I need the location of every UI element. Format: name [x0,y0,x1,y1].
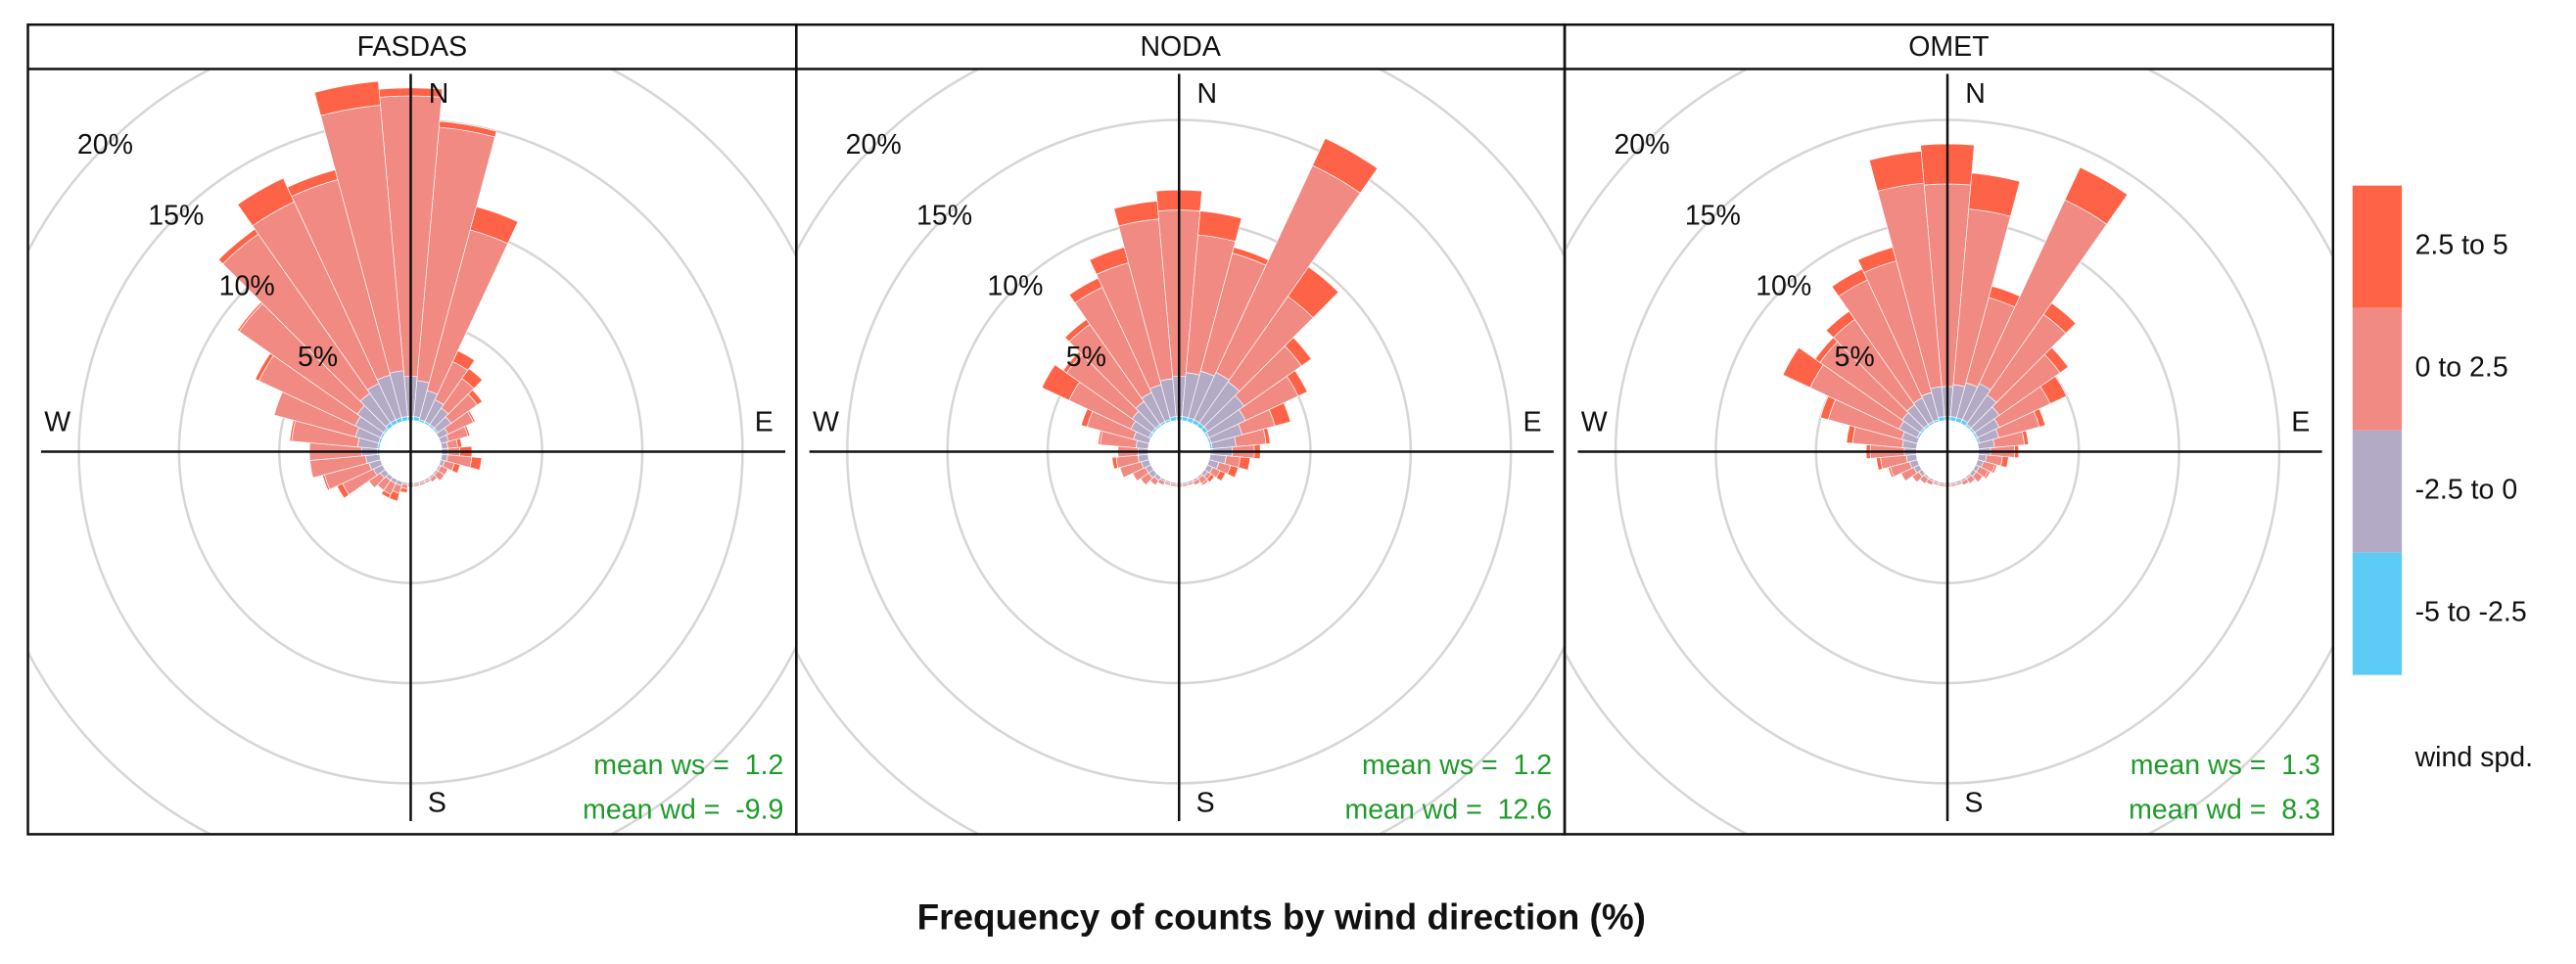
figure-title: Frequency of counts by wind direction (%… [917,896,1646,937]
direction-label: W [813,406,839,437]
wedge [461,368,484,390]
wedge [1991,464,1998,475]
wedge [2043,346,2069,374]
ring-label: 10% [987,271,1043,302]
wedge [1968,172,2021,217]
direction-label: S [428,788,446,819]
ring-label: 15% [1685,200,1741,231]
wedge [2000,456,2009,469]
wedge [450,463,461,475]
legend-swatch [2352,552,2403,675]
direction-label: W [44,406,70,437]
wedge [469,456,483,471]
annotation: mean wd = 8.3 [2129,794,2320,825]
direction-label: E [1522,406,1541,437]
ring-label: 20% [1614,129,1669,161]
wedge [1215,470,1227,482]
legend-label: -2.5 to 0 [2415,475,2518,506]
ring-label: 15% [916,200,972,231]
wedge [1312,137,1379,194]
legend-swatch [2352,185,2403,308]
legend-swatch [2352,430,2403,553]
annotation: mean ws = 1.2 [1362,750,1552,781]
ring-label: 20% [846,129,902,161]
wedge [1969,479,1976,484]
wedge [466,410,476,423]
wedge [467,389,484,406]
wedge [1227,465,1240,479]
wedge [439,120,497,138]
direction-label: S [1964,788,1983,819]
wedge [1984,470,1991,480]
direction-label: E [2291,406,2310,437]
panel-title: FASDAS [357,31,468,63]
wedge [2033,408,2046,428]
ring-label: 10% [1756,271,1811,302]
direction-label: N [1196,78,1217,110]
wedge [469,206,519,245]
ring-label: 20% [77,129,133,161]
wedge [440,475,445,482]
wedge [1268,402,1291,427]
direction-label: E [755,406,773,437]
wedge [1868,151,1925,192]
legend-swatch [2352,307,2403,431]
wedge [1113,201,1159,227]
ring-label: 5% [1066,342,1106,373]
wedge [1200,479,1209,486]
wedge [1287,266,1339,319]
direction-label: S [1196,788,1215,819]
annotation: mean wd = 12.6 [1345,794,1553,825]
legend-label: 2.5 to 5 [2415,230,2508,261]
direction-label: N [429,78,449,110]
wedge [2042,302,2077,334]
annotation: mean wd = -9.9 [583,794,783,825]
panel-frame [795,23,1567,836]
direction-label: W [1581,406,1608,437]
ring-label: 10% [219,271,275,302]
wedge [1194,482,1201,486]
direction-label: N [1965,78,1986,110]
annotation: mean ws = 1.3 [2131,750,2320,781]
panel-frame [1563,23,2335,836]
panel-title: NODA [1140,31,1220,63]
wedge [1284,337,1312,367]
wedge [1263,427,1271,445]
wedge [1962,482,1970,486]
wedge [1238,456,1251,471]
ring-label: 5% [1834,342,1874,373]
wedge [1197,210,1242,243]
wedge [1111,456,1119,470]
wedge [463,425,471,437]
panel-title: OMET [1908,31,1989,63]
wedge [2021,430,2030,445]
annotation: mean ws = 1.2 [593,750,783,781]
ring-label: 5% [298,342,338,373]
wedge [1286,370,1308,397]
wedge [2064,166,2129,225]
legend-label: 0 to 2.5 [2415,352,2508,384]
legend-title: wind spd. [2414,742,2533,773]
wedge [313,80,381,116]
legend-label: -5 to -2.5 [2415,597,2527,628]
wedge [2039,375,2068,404]
ring-label: 15% [148,200,204,231]
